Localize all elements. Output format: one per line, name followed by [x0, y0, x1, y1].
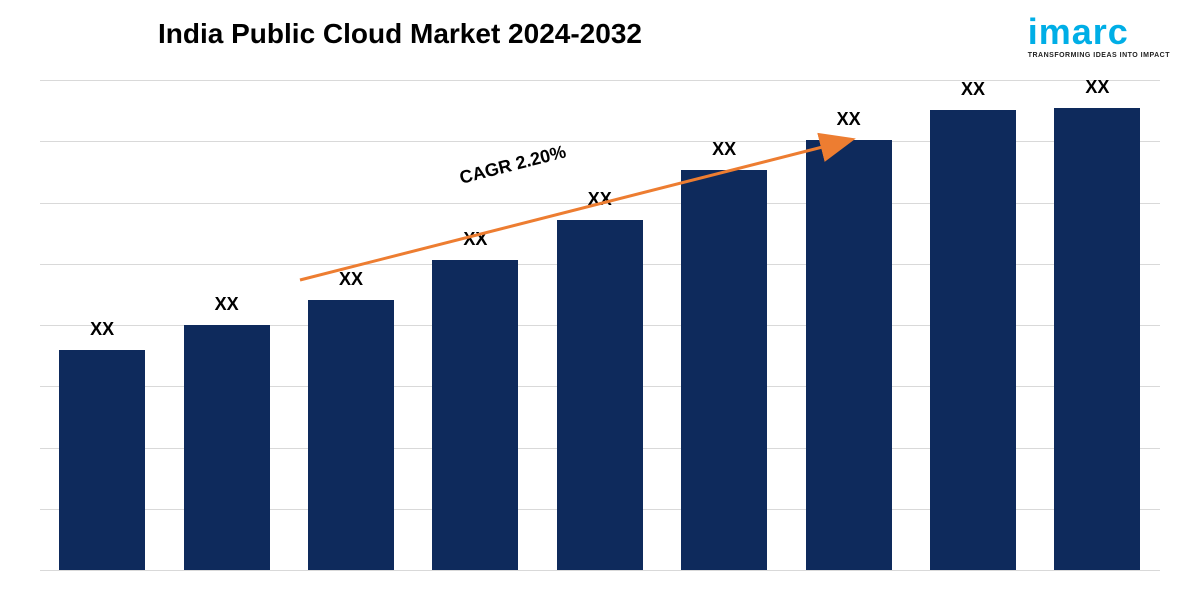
- bar-rect: [930, 110, 1016, 570]
- bar: XX: [681, 170, 767, 570]
- bar: XX: [806, 140, 892, 570]
- bar-rect: [1054, 108, 1140, 570]
- chart-title: India Public Cloud Market 2024-2032: [0, 18, 800, 50]
- bar-rect: [308, 300, 394, 570]
- bar-value-label: XX: [432, 229, 518, 250]
- bar-rect: [557, 220, 643, 570]
- bar: XX: [184, 325, 270, 570]
- bar: XX: [557, 220, 643, 570]
- logo-tagline: TRANSFORMING IDEAS INTO IMPACT: [1028, 52, 1170, 59]
- bar-value-label: XX: [1054, 77, 1140, 98]
- bar-value-label: XX: [184, 294, 270, 315]
- logo-wordmark: imarc: [1028, 14, 1170, 50]
- bar: XX: [432, 260, 518, 570]
- bar-value-label: XX: [930, 79, 1016, 100]
- bar-rect: [432, 260, 518, 570]
- chart-container: India Public Cloud Market 2024-2032 imar…: [0, 0, 1200, 600]
- bars-group: XXXXXXXXXXXXXXXXXX: [40, 80, 1160, 570]
- bar-rect: [184, 325, 270, 570]
- brand-logo: imarc TRANSFORMING IDEAS INTO IMPACT: [1028, 14, 1170, 59]
- bar: XX: [1054, 108, 1140, 570]
- bar-value-label: XX: [59, 319, 145, 340]
- chart-plot-area: XXXXXXXXXXXXXXXXXXCAGR 2.20%: [40, 80, 1160, 570]
- bar: XX: [930, 110, 1016, 570]
- bar-value-label: XX: [557, 189, 643, 210]
- bar-rect: [681, 170, 767, 570]
- bar-value-label: XX: [681, 139, 767, 160]
- bar: XX: [59, 350, 145, 570]
- plot-region: XXXXXXXXXXXXXXXXXXCAGR 2.20%: [40, 80, 1160, 570]
- bar-rect: [806, 140, 892, 570]
- bar-value-label: XX: [308, 269, 394, 290]
- bar-value-label: XX: [806, 109, 892, 130]
- bar-rect: [59, 350, 145, 570]
- bar: XX: [308, 300, 394, 570]
- gridline: [40, 570, 1160, 571]
